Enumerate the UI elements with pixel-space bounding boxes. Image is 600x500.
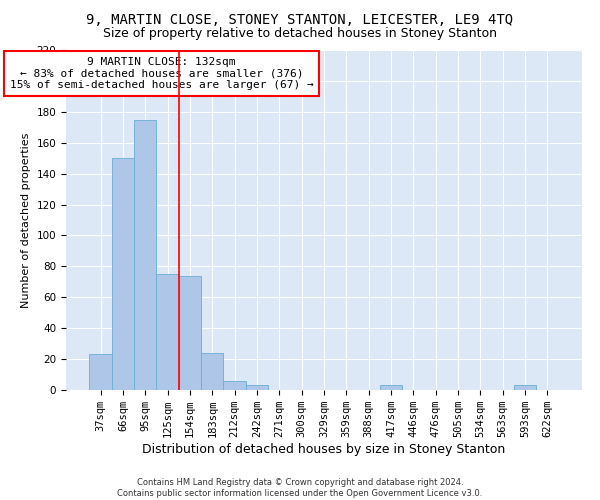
Text: 9, MARTIN CLOSE, STONEY STANTON, LEICESTER, LE9 4TQ: 9, MARTIN CLOSE, STONEY STANTON, LEICEST… <box>86 12 514 26</box>
Bar <box>246 386 268 390</box>
Bar <box>201 353 223 390</box>
Bar <box>134 120 157 390</box>
Bar <box>179 276 201 390</box>
Bar <box>112 158 134 390</box>
Bar <box>380 386 402 390</box>
Bar <box>89 354 112 390</box>
Y-axis label: Number of detached properties: Number of detached properties <box>21 132 31 308</box>
Bar <box>514 386 536 390</box>
Text: Size of property relative to detached houses in Stoney Stanton: Size of property relative to detached ho… <box>103 28 497 40</box>
X-axis label: Distribution of detached houses by size in Stoney Stanton: Distribution of detached houses by size … <box>142 443 506 456</box>
Text: Contains HM Land Registry data © Crown copyright and database right 2024.
Contai: Contains HM Land Registry data © Crown c… <box>118 478 482 498</box>
Bar <box>157 274 179 390</box>
Text: 9 MARTIN CLOSE: 132sqm
← 83% of detached houses are smaller (376)
15% of semi-de: 9 MARTIN CLOSE: 132sqm ← 83% of detached… <box>10 57 313 90</box>
Bar <box>223 380 246 390</box>
